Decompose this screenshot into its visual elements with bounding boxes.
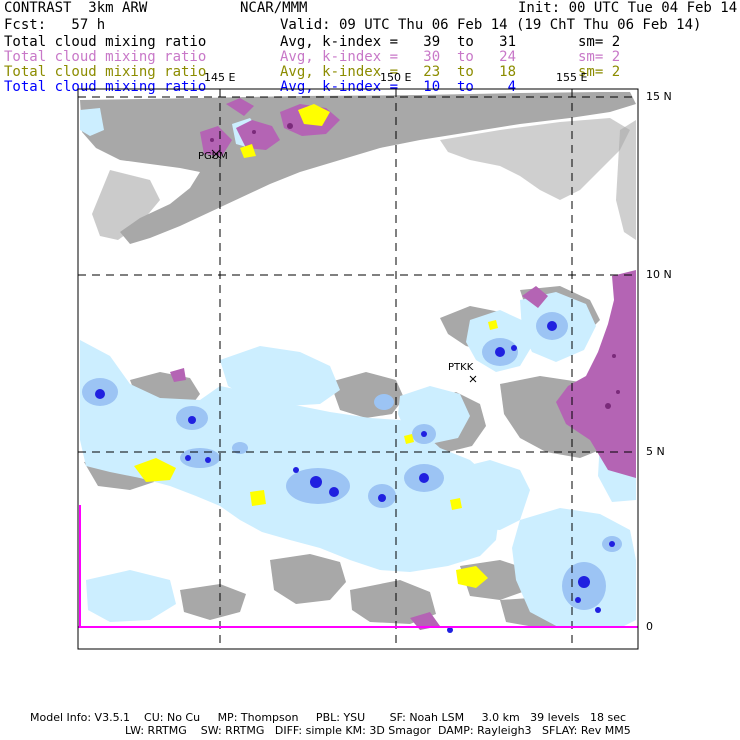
field-sm-2: sm= 2	[578, 49, 621, 65]
map-fields	[78, 89, 638, 649]
deep-blue-cloud	[95, 321, 615, 633]
field-range-1: Avg, k-index = 39 to 31	[280, 34, 517, 50]
forecast-hour: Fcst: 57 h	[4, 17, 106, 33]
low-cloud-yellow	[134, 104, 498, 588]
station-markers	[211, 149, 477, 383]
center-title: NCAR/MMM	[240, 0, 308, 16]
lon-label-155: 155 E	[556, 71, 588, 84]
model-info-line-1: Model Info: V3.5.1 CU: No Cu MP: Thompso…	[30, 711, 627, 724]
field-name-2: Total cloud mixing ratio	[4, 49, 207, 65]
lon-label-145: 145 E	[204, 71, 236, 84]
station-label-ptkk: PTKK	[448, 362, 474, 373]
station-label-pgum: PGUM	[198, 151, 228, 162]
field-name-1: Total cloud mixing ratio	[4, 34, 207, 50]
init-time: Init: 00 UTC Tue 04 Feb 14	[518, 0, 738, 16]
field-range-4: Avg, k-index = 10 to 4	[280, 79, 517, 95]
dark-purple-cloud	[210, 123, 620, 409]
model-info-line-2: LW: RRTMG SW: RRTMG DIFF: simple KM: 3D …	[125, 724, 631, 737]
lat-lon-grid	[78, 89, 638, 649]
lat-label-0: 0	[646, 620, 653, 633]
field-range-2: Avg, k-index = 30 to 24	[280, 49, 517, 65]
field-sm-1: sm= 2	[578, 34, 621, 50]
lon-label-150: 150 E	[380, 71, 412, 84]
map-frame	[77, 88, 639, 650]
lat-label-5n: 5 N	[646, 445, 665, 458]
lat-label-15n: 15 N	[646, 90, 672, 103]
lat-label-10n: 10 N	[646, 268, 672, 281]
mid-cloud-purple	[170, 98, 636, 630]
left-title: CONTRAST 3km ARW	[4, 0, 148, 16]
field-name-3: Total cloud mixing ratio	[4, 64, 207, 80]
valid-time: Valid: 09 UTC Thu 06 Feb 14 (19 ChT Thu …	[280, 17, 702, 33]
tick-marks	[219, 89, 573, 95]
field-name-4: Total cloud mixing ratio	[4, 79, 207, 95]
field-sm-3: sm= 2	[578, 64, 621, 80]
field-range-3: Avg, k-index = 23 to 18	[280, 64, 517, 80]
